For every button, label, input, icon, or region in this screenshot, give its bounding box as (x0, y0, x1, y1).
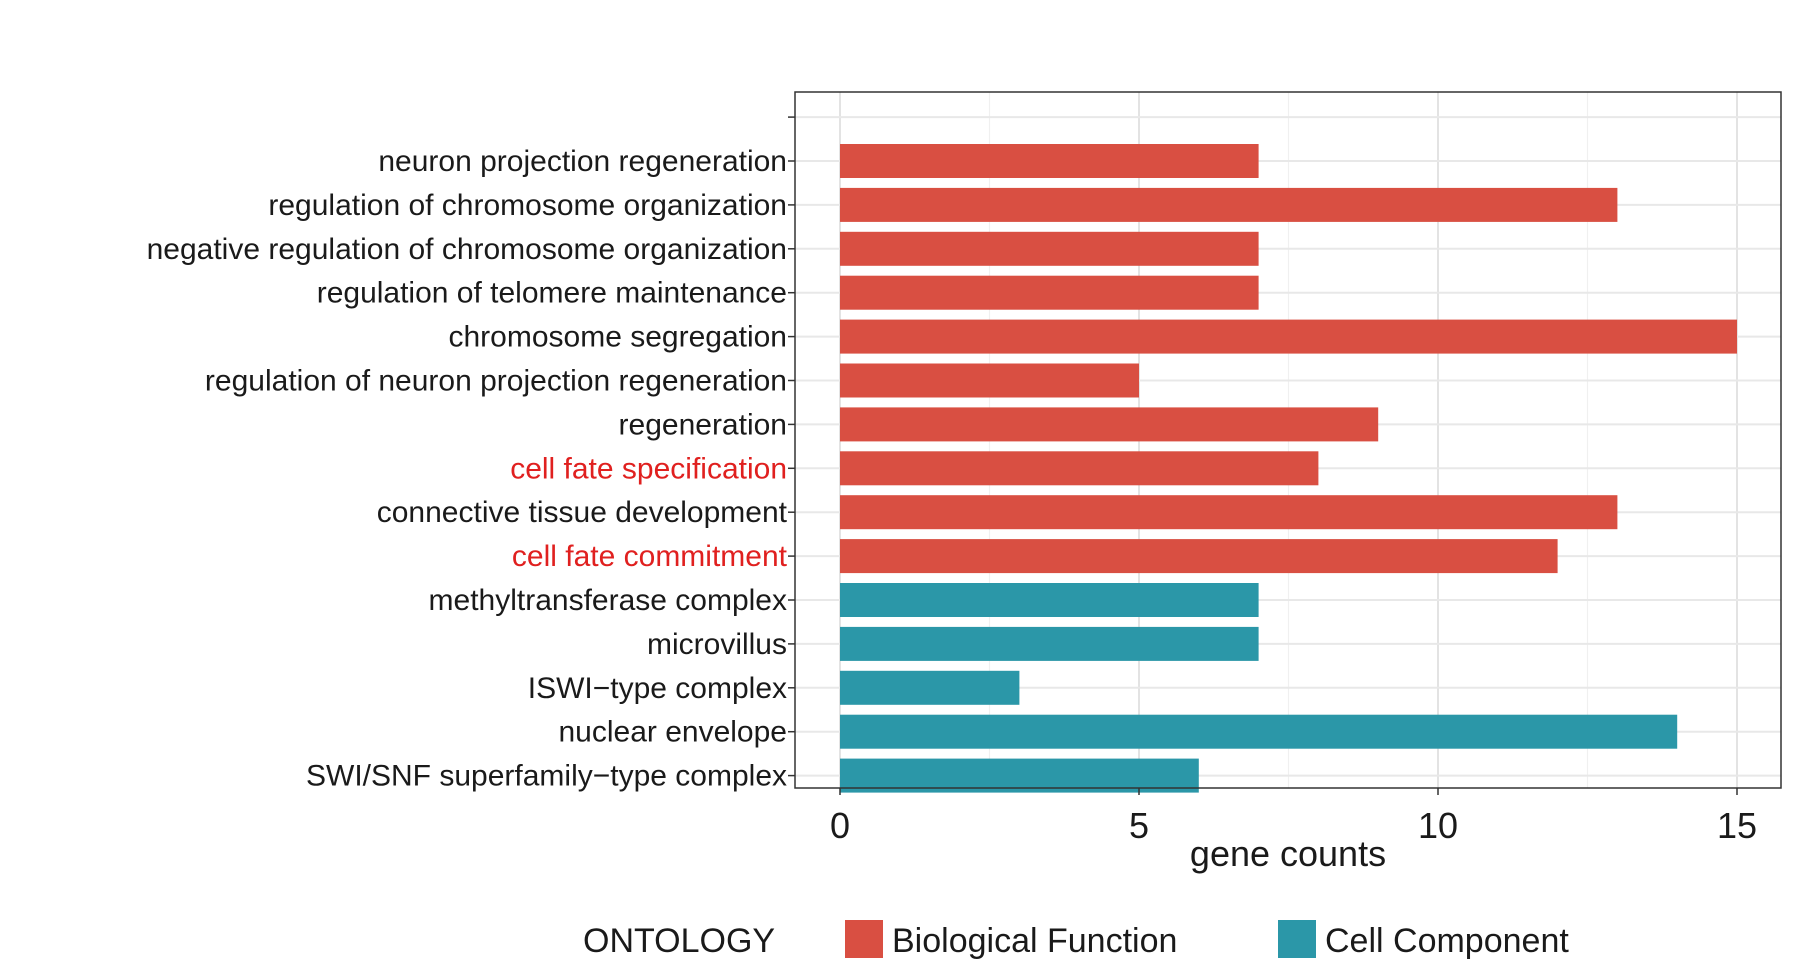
category-label-regulation-of-telomere-maintenance: regulation of telomere maintenance (317, 277, 787, 310)
bar-connective-tissue-development (840, 495, 1618, 530)
y-axis-category-labels: neuron projection regeneration regulation… (147, 145, 788, 793)
legend-swatch-biological-function (845, 920, 883, 958)
bar-methyltransferase-complex (840, 583, 1259, 617)
category-label-methyltransferase-complex: methyltransferase complex (429, 584, 787, 617)
category-label-cell-fate-commitment: cell fate commitment (512, 540, 788, 573)
category-label-connective-tissue-development: connective tissue development (377, 496, 788, 529)
legend: ONTOLOGY Biological Function Cell Compon… (583, 920, 1569, 960)
category-label-chromosome-segregation: chromosome segregation (448, 321, 787, 354)
legend-title: ONTOLOGY (583, 922, 775, 960)
category-label-neuron-projection-regeneration: neuron projection regeneration (378, 145, 787, 178)
bar-chromosome-segregation (840, 319, 1737, 354)
bar-negative-regulation-of-chromosome-organization (840, 231, 1259, 266)
bar-regeneration (840, 407, 1379, 442)
legend-label-biological-function: Biological Function (892, 922, 1177, 960)
y-axis-ticks (788, 116, 795, 777)
category-label-regeneration: regeneration (619, 408, 787, 441)
bar-cell-fate-specification (840, 451, 1319, 486)
bar-swi-snf-superfamily-type-complex (840, 758, 1199, 793)
category-label-iswi-type-complex: ISWI−type complex (528, 672, 787, 705)
x-tick-label-15: 15 (1717, 805, 1757, 846)
bar-cell-fate-commitment (840, 539, 1558, 574)
legend-label-cell-component: Cell Component (1325, 922, 1569, 960)
category-label-cell-fate-specification: cell fate specification (510, 452, 787, 485)
legend-swatch-cell-component (1278, 920, 1316, 958)
bar-microvillus (840, 626, 1259, 661)
bar-regulation-of-telomere-maintenance (840, 275, 1259, 310)
x-tick-label-10: 10 (1418, 805, 1458, 846)
bars (840, 144, 1737, 793)
category-label-microvillus: microvillus (647, 628, 787, 661)
category-label-negative-regulation-of-chromosome-organization: negative regulation of chromosome organi… (147, 233, 787, 266)
category-label-nuclear-envelope: nuclear envelope (558, 716, 787, 749)
x-tick-label-5: 5 (1129, 805, 1149, 846)
bar-nuclear-envelope (840, 714, 1678, 749)
category-label-regulation-of-chromosome-organization: regulation of chromosome organization (268, 189, 787, 222)
x-tick-label-0: 0 (830, 805, 850, 846)
bar-neuron-projection-regeneration (840, 144, 1259, 178)
x-axis-ticks: 0 5 10 15 (830, 788, 1757, 846)
bar-iswi-type-complex (840, 670, 1020, 705)
bar-regulation-of-chromosome-organization (840, 187, 1618, 222)
category-label-swi-snf-superfamily-type-complex: SWI/SNF superfamily−type complex (306, 760, 787, 793)
plot-panel-border (794, 91, 1782, 789)
bar-regulation-of-neuron-projection-regeneration (840, 363, 1139, 398)
x-axis-title: gene counts (1190, 833, 1386, 874)
category-label-regulation-of-neuron-projection-regeneration: regulation of neuron projection regenera… (205, 365, 787, 398)
